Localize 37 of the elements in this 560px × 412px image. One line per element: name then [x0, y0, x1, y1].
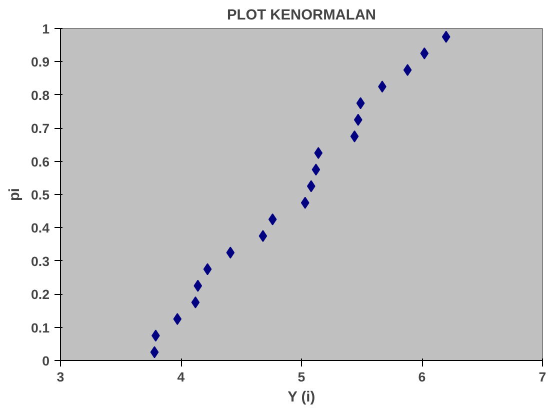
y-tick-label: 0.9	[30, 54, 50, 70]
y-tick-label: 0.3	[30, 254, 50, 269]
point	[306, 180, 316, 192]
point	[191, 296, 200, 308]
x-tick-label: 3	[56, 370, 64, 384]
x-tick-label: 6	[418, 370, 426, 384]
point	[442, 30, 450, 43]
point	[356, 97, 365, 110]
point	[350, 130, 359, 142]
point	[312, 164, 320, 176]
point	[300, 196, 310, 209]
point	[420, 47, 429, 60]
chart-title: PLOT KENORMALAN	[227, 8, 376, 24]
y-tick-label: 0.2	[30, 287, 50, 302]
y-tick-label: 0.4	[30, 220, 50, 236]
point	[203, 263, 212, 276]
y-tick-label: 0.7	[30, 121, 50, 136]
y-tick-label: 0.8	[30, 88, 50, 103]
y-axis-title: pi	[6, 188, 23, 202]
point	[314, 147, 323, 159]
point	[226, 246, 235, 259]
point	[150, 346, 159, 358]
y-tick-label: 0	[42, 354, 50, 368]
point	[194, 280, 202, 292]
point	[268, 213, 277, 226]
y-tick-label: 0.5	[30, 188, 50, 202]
x-axis-title: Y (i)	[288, 390, 316, 406]
point	[403, 64, 412, 76]
point	[354, 114, 362, 126]
x-tick-label: 4	[177, 370, 186, 384]
point	[173, 313, 182, 325]
x-tick-label: 5	[298, 370, 306, 384]
y-tick-label: 0.6	[30, 154, 50, 170]
x-tick-label: 7	[538, 370, 546, 384]
point	[258, 230, 268, 242]
y-tick-label: 1	[42, 22, 50, 36]
y-tick-label: 0.1	[30, 320, 50, 336]
